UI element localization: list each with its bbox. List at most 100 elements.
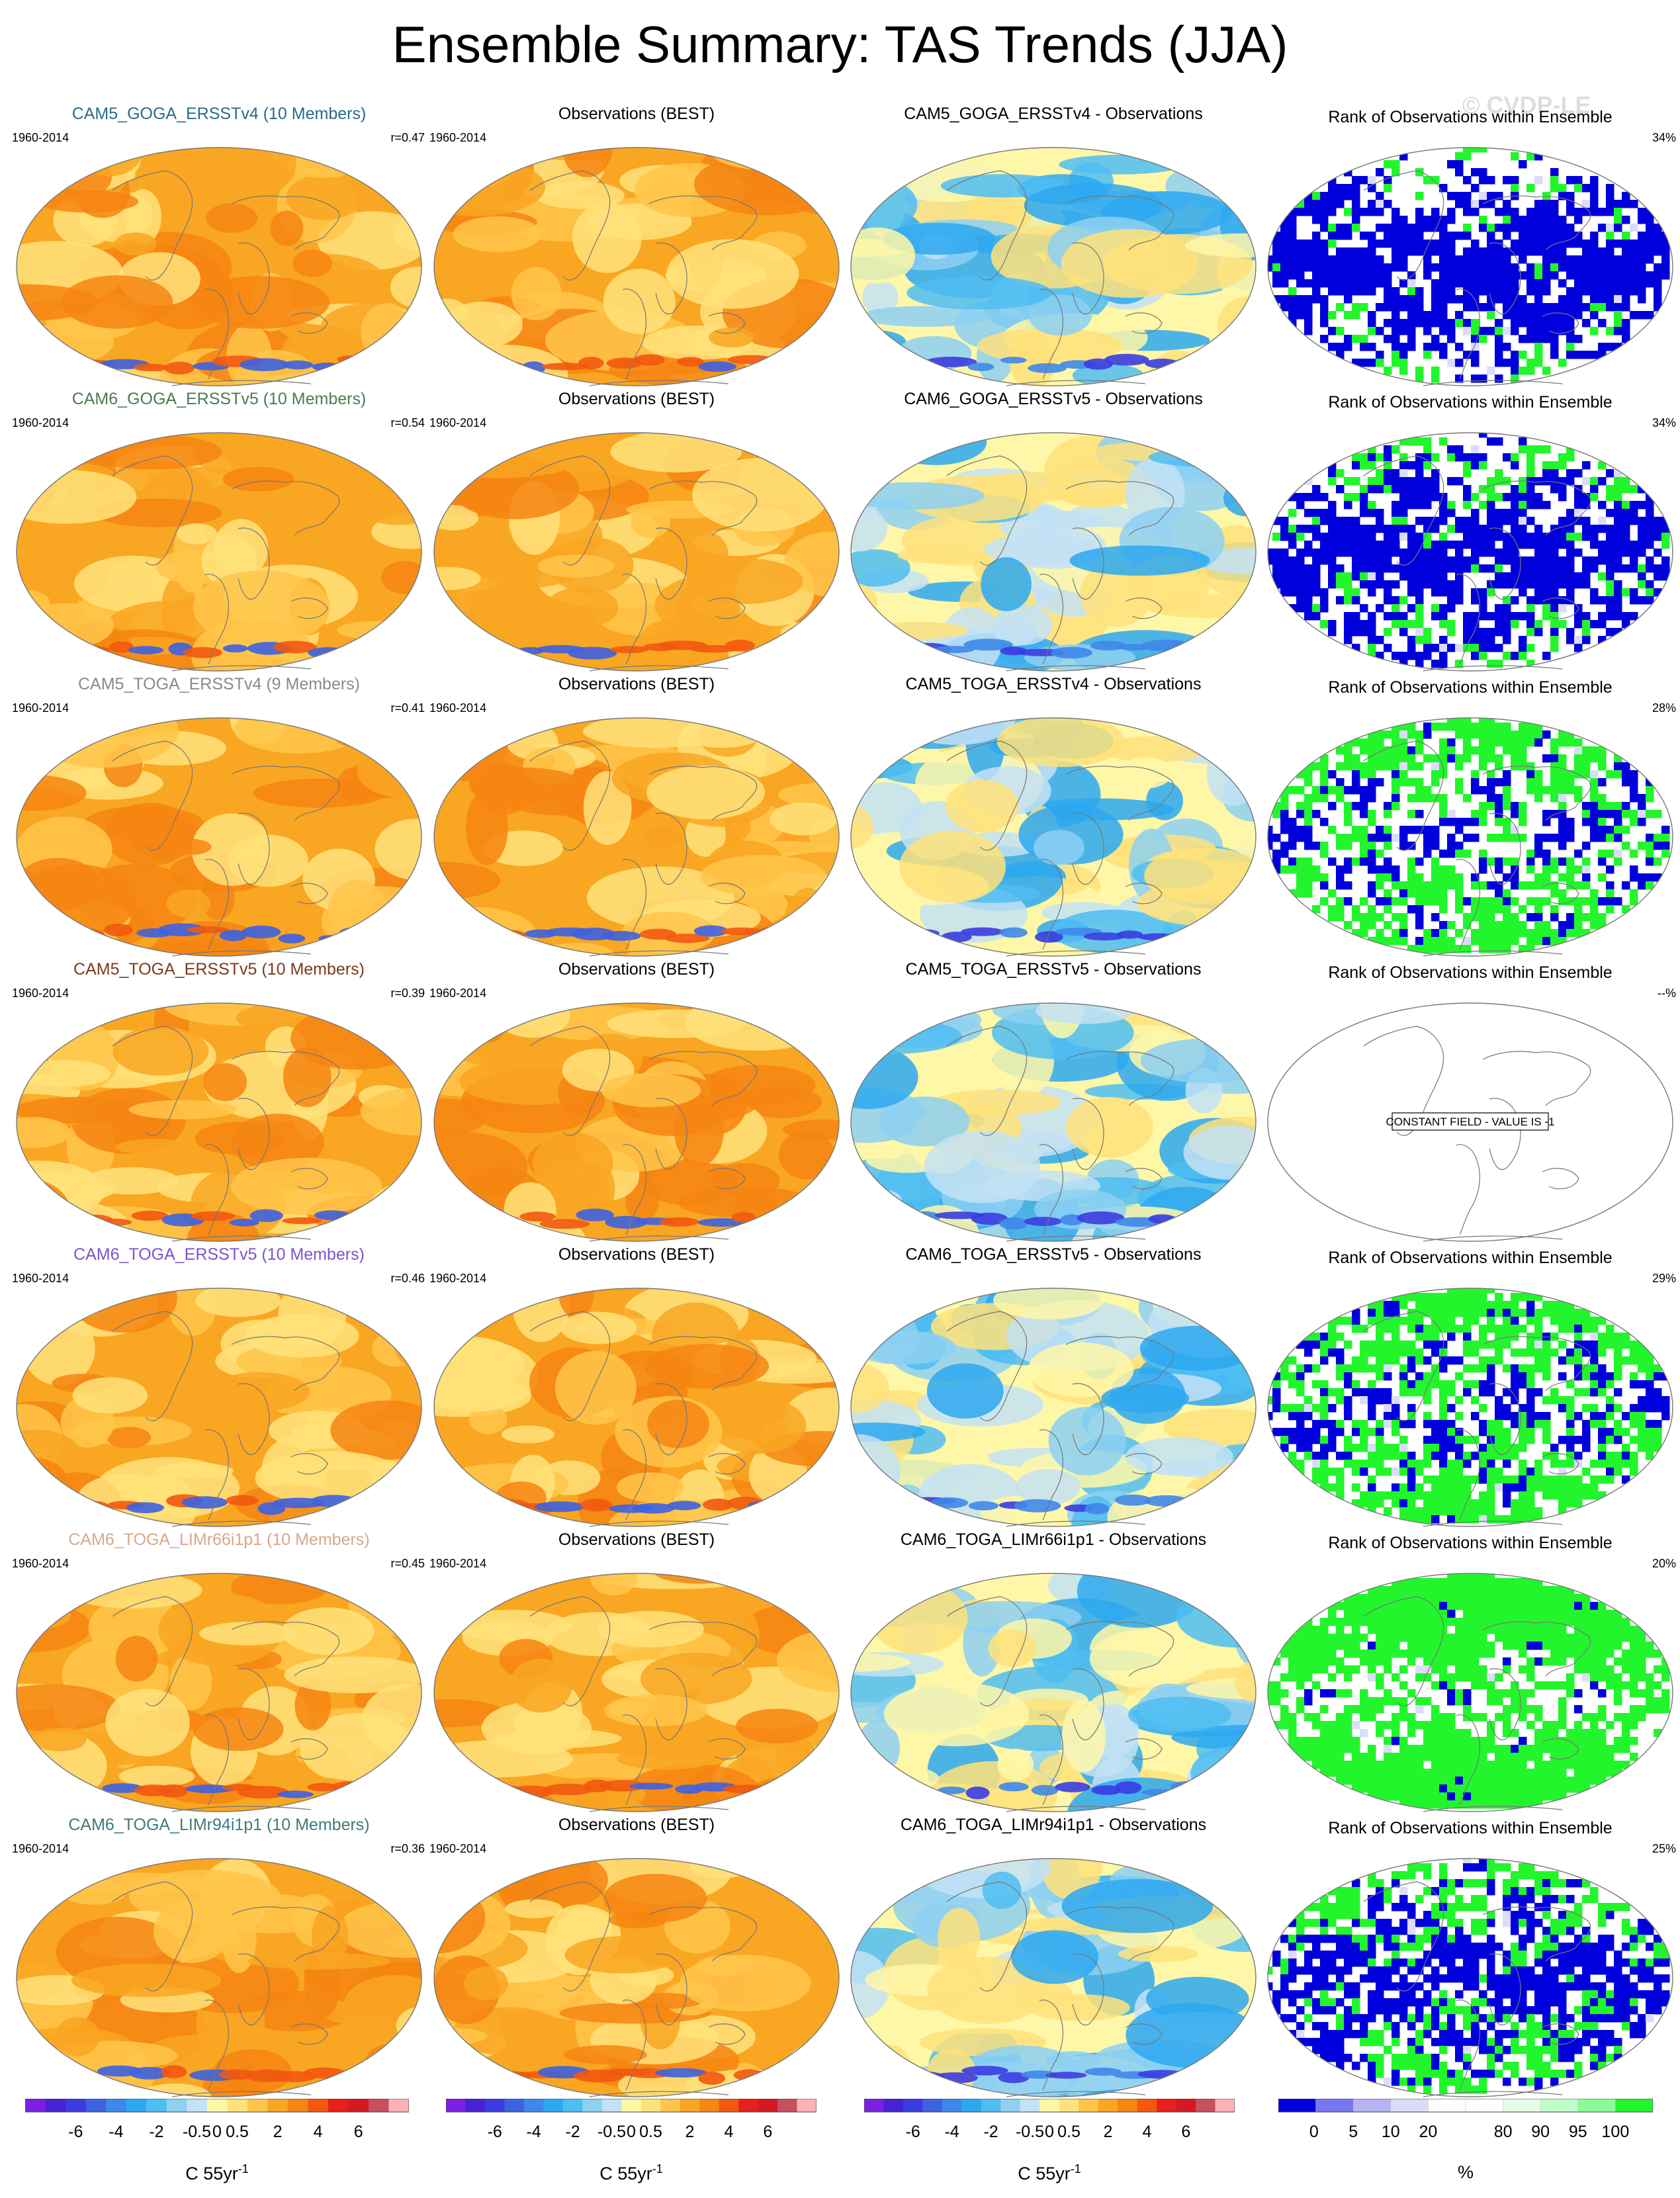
rank-cell: [1590, 889, 1599, 898]
rank-cell: [1598, 913, 1607, 922]
rank-cell: [1471, 1602, 1480, 1610]
rank-cell: [1312, 208, 1321, 216]
rank-cell: [1614, 1420, 1622, 1429]
rank-cell: [1328, 208, 1337, 216]
rank-cell: [1336, 1452, 1345, 1460]
rank-cell: [1431, 937, 1440, 945]
rank-cell: [1542, 1586, 1551, 1595]
rank-cell: [1614, 1626, 1622, 1634]
rank-cell: [1495, 493, 1503, 502]
rank-cell: [1614, 802, 1622, 811]
rank-cell: [1431, 588, 1440, 597]
rank-cell: [1526, 1499, 1535, 1508]
rank-cell: [1320, 1649, 1329, 1658]
rank-cell: [1368, 905, 1376, 914]
antarctic-trend-band: [667, 1501, 701, 1510]
trend-contour-patch: [801, 715, 843, 765]
rank-cell: [1550, 628, 1559, 637]
rank-cell: [1352, 588, 1360, 597]
rank-cell: [1574, 913, 1583, 922]
rank-cell: [1558, 1325, 1567, 1333]
rank-cell: [1447, 1468, 1456, 1476]
rank-cell: [1336, 303, 1345, 312]
rank-cell: [1519, 1507, 1527, 1516]
rank-cell: [1296, 802, 1305, 811]
antarctic-trend-band: [240, 358, 289, 371]
rank-cell: [1407, 303, 1416, 312]
rank-cell: [1646, 533, 1654, 541]
rank-cell: [1471, 295, 1480, 304]
rank-cell: [1304, 818, 1313, 826]
rank-cell: [1360, 620, 1368, 629]
rank-cell: [1384, 367, 1392, 375]
rank-cell: [1511, 1380, 1519, 1389]
rank-cell: [1399, 754, 1408, 763]
rank-cell: [1384, 160, 1392, 169]
rank-cell: [1606, 1428, 1614, 1436]
rank-cell: [1431, 945, 1440, 953]
rank-cell: [1479, 818, 1487, 826]
rank-cell: [1558, 1317, 1567, 1325]
rank-cell: [1320, 794, 1329, 803]
rank-cell: [1447, 1642, 1456, 1650]
trend-contour-patch: [848, 1000, 888, 1034]
rank-cell: [1376, 351, 1384, 359]
rank-cell: [1574, 1618, 1583, 1626]
rank-cell: [1431, 1333, 1440, 1341]
rank-cell: [1384, 485, 1392, 494]
rank-cell: [1471, 533, 1480, 541]
rank-cell: [1479, 263, 1487, 272]
rank-cell: [1439, 437, 1448, 446]
rank-map-row-2: [1264, 429, 1676, 674]
rank-cell: [1447, 865, 1456, 874]
rank-cell: [1495, 620, 1503, 629]
rank-cell: [1336, 913, 1345, 922]
rank-cell: [1344, 572, 1352, 581]
rank-cell: [1447, 541, 1456, 549]
rank-cell: [1328, 1634, 1337, 1642]
rank-cell: [1606, 240, 1614, 248]
rank-cell: [1320, 1396, 1329, 1405]
rank-cell: [1384, 445, 1392, 454]
trend-contour-patch: [271, 210, 304, 246]
rank-panel-title: Rank of Observations within Ensemble: [1260, 1249, 1680, 1268]
rank-cell: [1455, 715, 1464, 723]
rank-cell: [1296, 1412, 1305, 1421]
rank-cell: [1471, 1657, 1480, 1666]
rank-cell: [1423, 477, 1432, 486]
rank-cell: [1606, 469, 1614, 478]
rank-cell: [1447, 1475, 1456, 1484]
rank-cell: [1360, 485, 1368, 494]
rank-cell: [1352, 1602, 1360, 1610]
rank-cell: [1463, 501, 1472, 509]
rank-cell: [1550, 255, 1559, 264]
rank-cell: [1638, 881, 1646, 890]
rank-cell: [1566, 1404, 1575, 1413]
rank-cell: [1606, 802, 1614, 811]
rank-cell: [1590, 327, 1599, 335]
rank-cell: [1542, 881, 1551, 890]
rank-cell: [1519, 810, 1527, 818]
rank-cell: [1598, 224, 1607, 232]
rank-cell: [1503, 263, 1511, 272]
rank-cell: [1320, 335, 1329, 343]
rank-cell: [1439, 1499, 1448, 1508]
trend-contour-patch: [283, 1607, 375, 1655]
rank-cell: [1558, 311, 1567, 320]
rank-cell: [1431, 1428, 1440, 1436]
rank-cell: [1320, 1380, 1329, 1389]
rank-cell: [1574, 1317, 1583, 1325]
rank-cell: [1336, 271, 1345, 280]
rank-cell: [1495, 580, 1503, 589]
rank-cell: [1534, 176, 1543, 185]
rank-cell: [1550, 1452, 1559, 1460]
rank-cell: [1503, 549, 1511, 557]
rank-cell: [1320, 263, 1329, 272]
rank-cell: [1392, 834, 1400, 842]
rank-cell: [1606, 287, 1614, 296]
rank-cell: [1590, 913, 1599, 922]
rank-cell: [1463, 1293, 1472, 1301]
rank-cell: [1407, 1610, 1416, 1618]
rank-cell: [1566, 232, 1575, 240]
rank-cell: [1630, 501, 1638, 509]
